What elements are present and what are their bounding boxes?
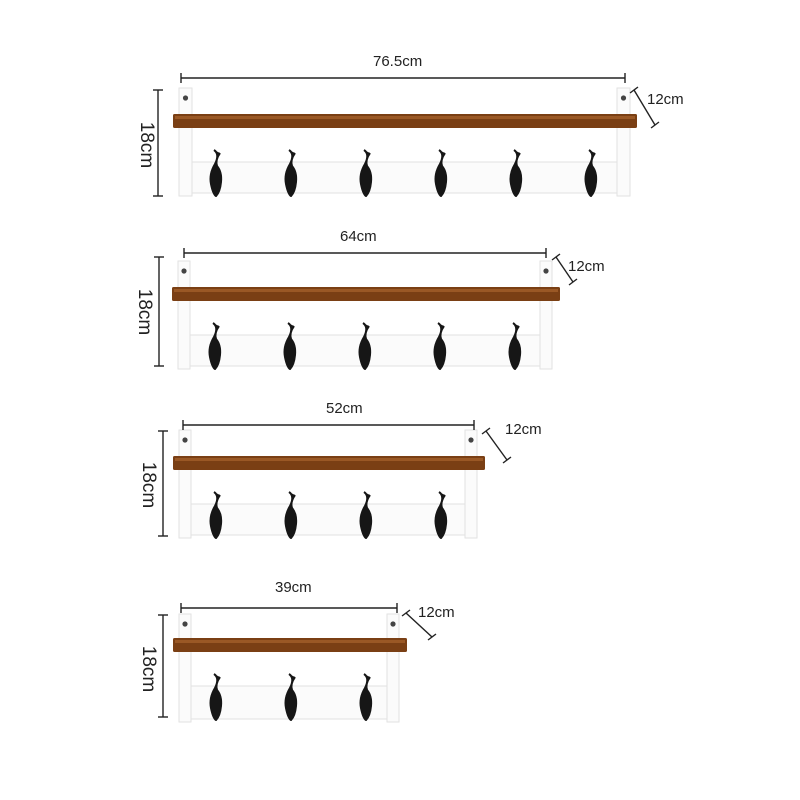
depth-dimension-tick — [502, 456, 512, 464]
depth-dimension-tick — [427, 633, 437, 641]
right-post — [539, 260, 553, 370]
left-post — [178, 87, 193, 197]
hook — [358, 322, 372, 370]
hook — [284, 491, 298, 539]
depth-label: 12cm — [505, 421, 542, 438]
height-label: 18cm — [138, 461, 160, 509]
hook — [284, 149, 298, 197]
back-rail — [178, 503, 478, 536]
rack-64cm: 64cm 12cm 18cm — [0, 225, 800, 375]
depth-dimension-tick — [568, 278, 578, 286]
height-label: 18cm — [134, 288, 156, 336]
shelf-highlight — [175, 640, 405, 643]
shelf-highlight — [174, 289, 558, 292]
left-post — [178, 613, 192, 723]
rack-39cm: 39cm 12cm 18cm — [0, 575, 800, 725]
right-post — [616, 87, 631, 197]
right-post — [386, 613, 400, 723]
hook — [208, 322, 222, 370]
mount-hole — [182, 621, 188, 627]
depth-dimension-line — [633, 89, 656, 126]
width-label: 52cm — [326, 400, 363, 417]
depth-dimension-tick — [650, 121, 660, 129]
hook — [508, 322, 522, 370]
hook — [434, 491, 448, 539]
hook — [359, 491, 373, 539]
mount-hole — [468, 437, 474, 443]
shelf-highlight — [175, 116, 635, 119]
depth-dimension-tick — [551, 253, 561, 261]
mount-hole — [182, 95, 189, 101]
rack-39cm-drawing — [158, 603, 437, 723]
depth-dimension-tick — [629, 86, 639, 94]
left-post — [177, 260, 191, 370]
depth-label: 12cm — [568, 258, 605, 275]
hook — [209, 491, 223, 539]
shelf-highlight — [175, 458, 483, 461]
depth-dimension-line — [485, 430, 508, 461]
mount-hole — [182, 437, 188, 443]
depth-dimension-tick — [481, 427, 491, 435]
depth-dimension-line — [555, 256, 574, 283]
mount-hole — [181, 268, 187, 274]
left-post — [178, 429, 192, 539]
rack-52cm-drawing — [158, 420, 512, 539]
hook — [209, 673, 223, 721]
mount-hole — [390, 621, 396, 627]
right-post — [464, 429, 478, 539]
hook — [359, 149, 373, 197]
rack-64cm-drawing — [154, 248, 578, 370]
hook — [509, 149, 523, 197]
height-label: 18cm — [138, 645, 160, 693]
mount-hole — [543, 268, 549, 274]
hook — [584, 149, 598, 197]
depth-label: 12cm — [418, 604, 455, 621]
depth-label: 12cm — [647, 91, 684, 108]
hook — [433, 322, 447, 370]
hook — [209, 149, 223, 197]
hook — [359, 673, 373, 721]
width-label: 76.5cm — [373, 53, 423, 70]
height-label: 18cm — [136, 121, 158, 169]
hook — [434, 149, 448, 197]
rack-52cm: 52cm 12cm 18cm — [0, 395, 800, 545]
rack-76-5cm: 76.5cm 12cm 18cm — [0, 50, 800, 200]
width-label: 39cm — [275, 579, 312, 596]
depth-dimension-line — [405, 612, 433, 638]
width-label: 64cm — [340, 228, 377, 245]
depth-dimension-tick — [401, 609, 411, 617]
mount-hole — [620, 95, 627, 101]
hook — [284, 673, 298, 721]
back-rail — [178, 161, 631, 194]
rack-76-5cm-drawing — [153, 73, 660, 197]
hook — [283, 322, 297, 370]
